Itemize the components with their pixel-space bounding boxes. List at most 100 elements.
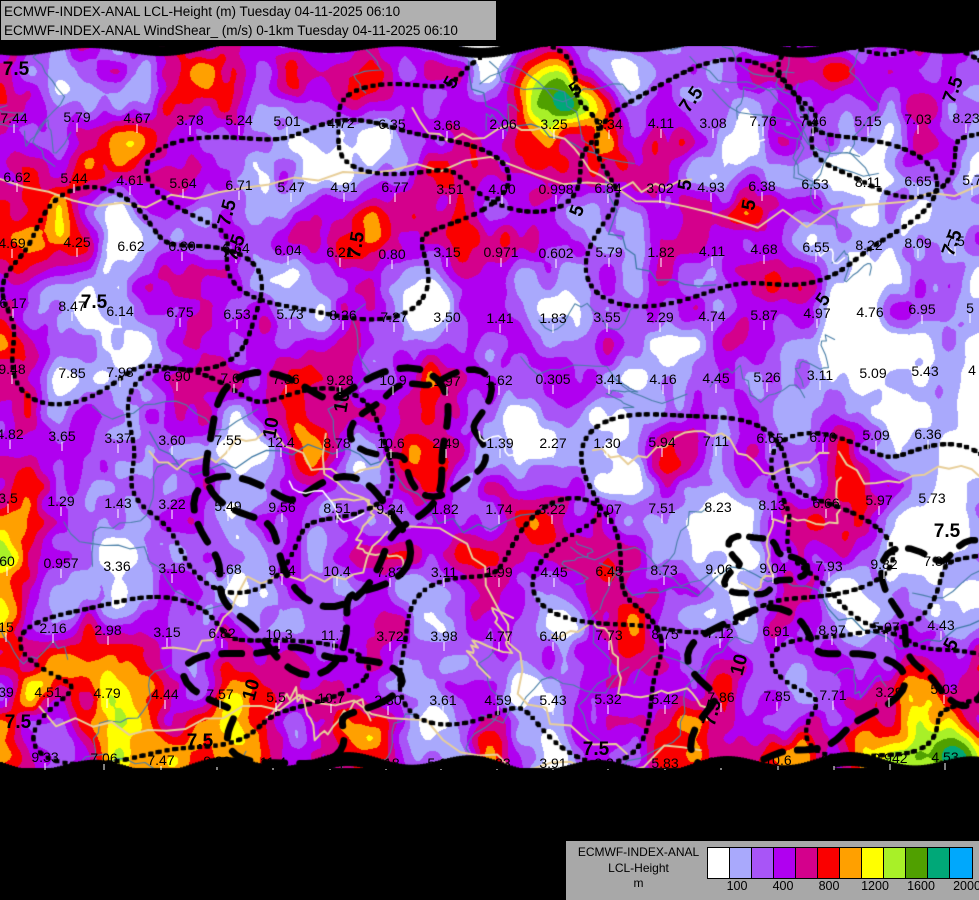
value-tick-mark [6, 567, 8, 576]
windshear-value: 60 [0, 553, 15, 569]
value-tick-mark [931, 504, 933, 513]
windshear-value: 3.22 [158, 496, 186, 512]
windshear-value: 7.5 [945, 233, 965, 249]
value-tick-mark [182, 189, 184, 198]
value-tick-mark [606, 449, 608, 458]
windshear-value: 8.73 [650, 562, 678, 578]
value-tick-mark [227, 446, 229, 455]
value-tick-mark [389, 642, 391, 651]
windshear-value: 6.45 [595, 563, 623, 579]
windshear-value: 5.79 [595, 244, 623, 260]
value-tick-mark [552, 385, 554, 394]
value-tick-mark [761, 192, 763, 201]
windshear-value: 10.6 [377, 435, 405, 451]
value-tick-mark [971, 376, 973, 385]
value-tick-mark [443, 642, 445, 651]
legend-tick-1600: 1600 [907, 879, 935, 893]
value-tick-mark [221, 639, 223, 648]
windshear-value: 7.12 [706, 625, 734, 641]
value-tick-mark [389, 578, 391, 587]
windshear-value: 5.7 [962, 172, 979, 188]
value-tick-mark [927, 440, 929, 449]
windshear-value: 9.39 [203, 753, 231, 769]
windshear-value: 6.84 [594, 180, 622, 196]
legend-swatch-4 [796, 848, 818, 878]
windshear-value: 3.61 [429, 692, 457, 708]
legend-tick-800: 800 [818, 879, 840, 893]
value-tick-mark [661, 448, 663, 457]
value-tick-mark [719, 639, 721, 648]
value-tick-mark [608, 385, 610, 394]
value-tick-mark [661, 514, 663, 523]
legend-swatch-6 [840, 848, 862, 878]
windshear-value: 3.41 [595, 371, 623, 387]
windshear-value: 3.16 [158, 560, 186, 576]
value-tick-mark [921, 315, 923, 324]
windshear-value: 6.71 [225, 177, 253, 193]
value-tick-mark [181, 252, 183, 261]
value-tick-mark [763, 321, 765, 330]
windshear-value: 6.40 [539, 628, 567, 644]
value-tick-mark [5, 698, 7, 707]
windshear-value: 5.87 [750, 307, 778, 323]
value-tick-mark [340, 129, 342, 138]
value-tick-mark [336, 514, 338, 523]
windshear-value: 4.59 [484, 692, 512, 708]
value-tick-mark [280, 448, 282, 457]
windshear-value: 3.68 [433, 117, 461, 133]
windshear-value: 5.01 [273, 113, 301, 129]
windshear-value: 6.90 [163, 368, 191, 384]
legend-swatch-9 [906, 848, 928, 878]
windshear-value: 3.24 [594, 755, 622, 771]
value-tick-mark [336, 449, 338, 458]
windshear-value: 4.25 [63, 234, 91, 250]
windshear-value: 3.36 [103, 558, 131, 574]
value-tick-mark [287, 256, 289, 265]
value-tick-mark [238, 191, 240, 200]
windshear-value: 10.9 [379, 372, 407, 388]
value-tick-mark [117, 444, 119, 453]
windshear-value: 7.47 [147, 752, 175, 768]
windshear-value: 0.957 [43, 555, 79, 571]
windshear-value: 8.97 [818, 622, 846, 638]
windshear-value: 3.34 [595, 116, 623, 132]
value-tick-mark [389, 515, 391, 524]
windshear-value: 9.48 [0, 361, 26, 377]
value-tick-mark [831, 636, 833, 645]
value-tick-mark [555, 259, 557, 268]
value-tick-mark [832, 701, 834, 710]
windshear-value: 6.95 [908, 301, 936, 317]
windshear-value: 4.45 [540, 564, 568, 580]
legend-text-block: ECMWF-INDEX-ANAL LCL-Height m [572, 845, 705, 892]
windshear-value: 8.13 [758, 497, 786, 513]
windshear-value: 5 [966, 300, 974, 316]
value-tick-mark [607, 705, 609, 714]
windshear-value: 7.85 [763, 688, 791, 704]
value-tick-mark [442, 706, 444, 715]
value-tick-mark [189, 126, 191, 135]
windshear-value: 7.85 [58, 365, 86, 381]
windshear-value: 5.24 [225, 112, 253, 128]
windshear-value: 2.29 [646, 309, 674, 325]
legend-color-bar[interactable] [707, 847, 973, 879]
windshear-value: 6.65 [904, 173, 932, 189]
value-tick-mark [44, 763, 46, 772]
windshear-value: 6.55 [802, 239, 830, 255]
value-tick-mark [662, 385, 664, 394]
value-tick-mark [878, 506, 880, 515]
windshear-value: 7.55 [214, 432, 242, 448]
value-tick-mark [233, 384, 235, 393]
value-tick-mark [814, 190, 816, 199]
value-tick-mark [867, 188, 869, 197]
windshear-value: 3.29 [875, 684, 903, 700]
windshear-value: 2.49 [432, 435, 460, 451]
legend-swatch-1 [730, 848, 752, 878]
value-tick-mark [387, 706, 389, 715]
windshear-value: 1.41 [486, 310, 514, 326]
windshear-value: 3.15 [433, 244, 461, 260]
value-tick-mark [944, 763, 946, 772]
contour-label-7.5: 7.5 [343, 230, 370, 260]
legend-swatch-0 [708, 848, 730, 878]
